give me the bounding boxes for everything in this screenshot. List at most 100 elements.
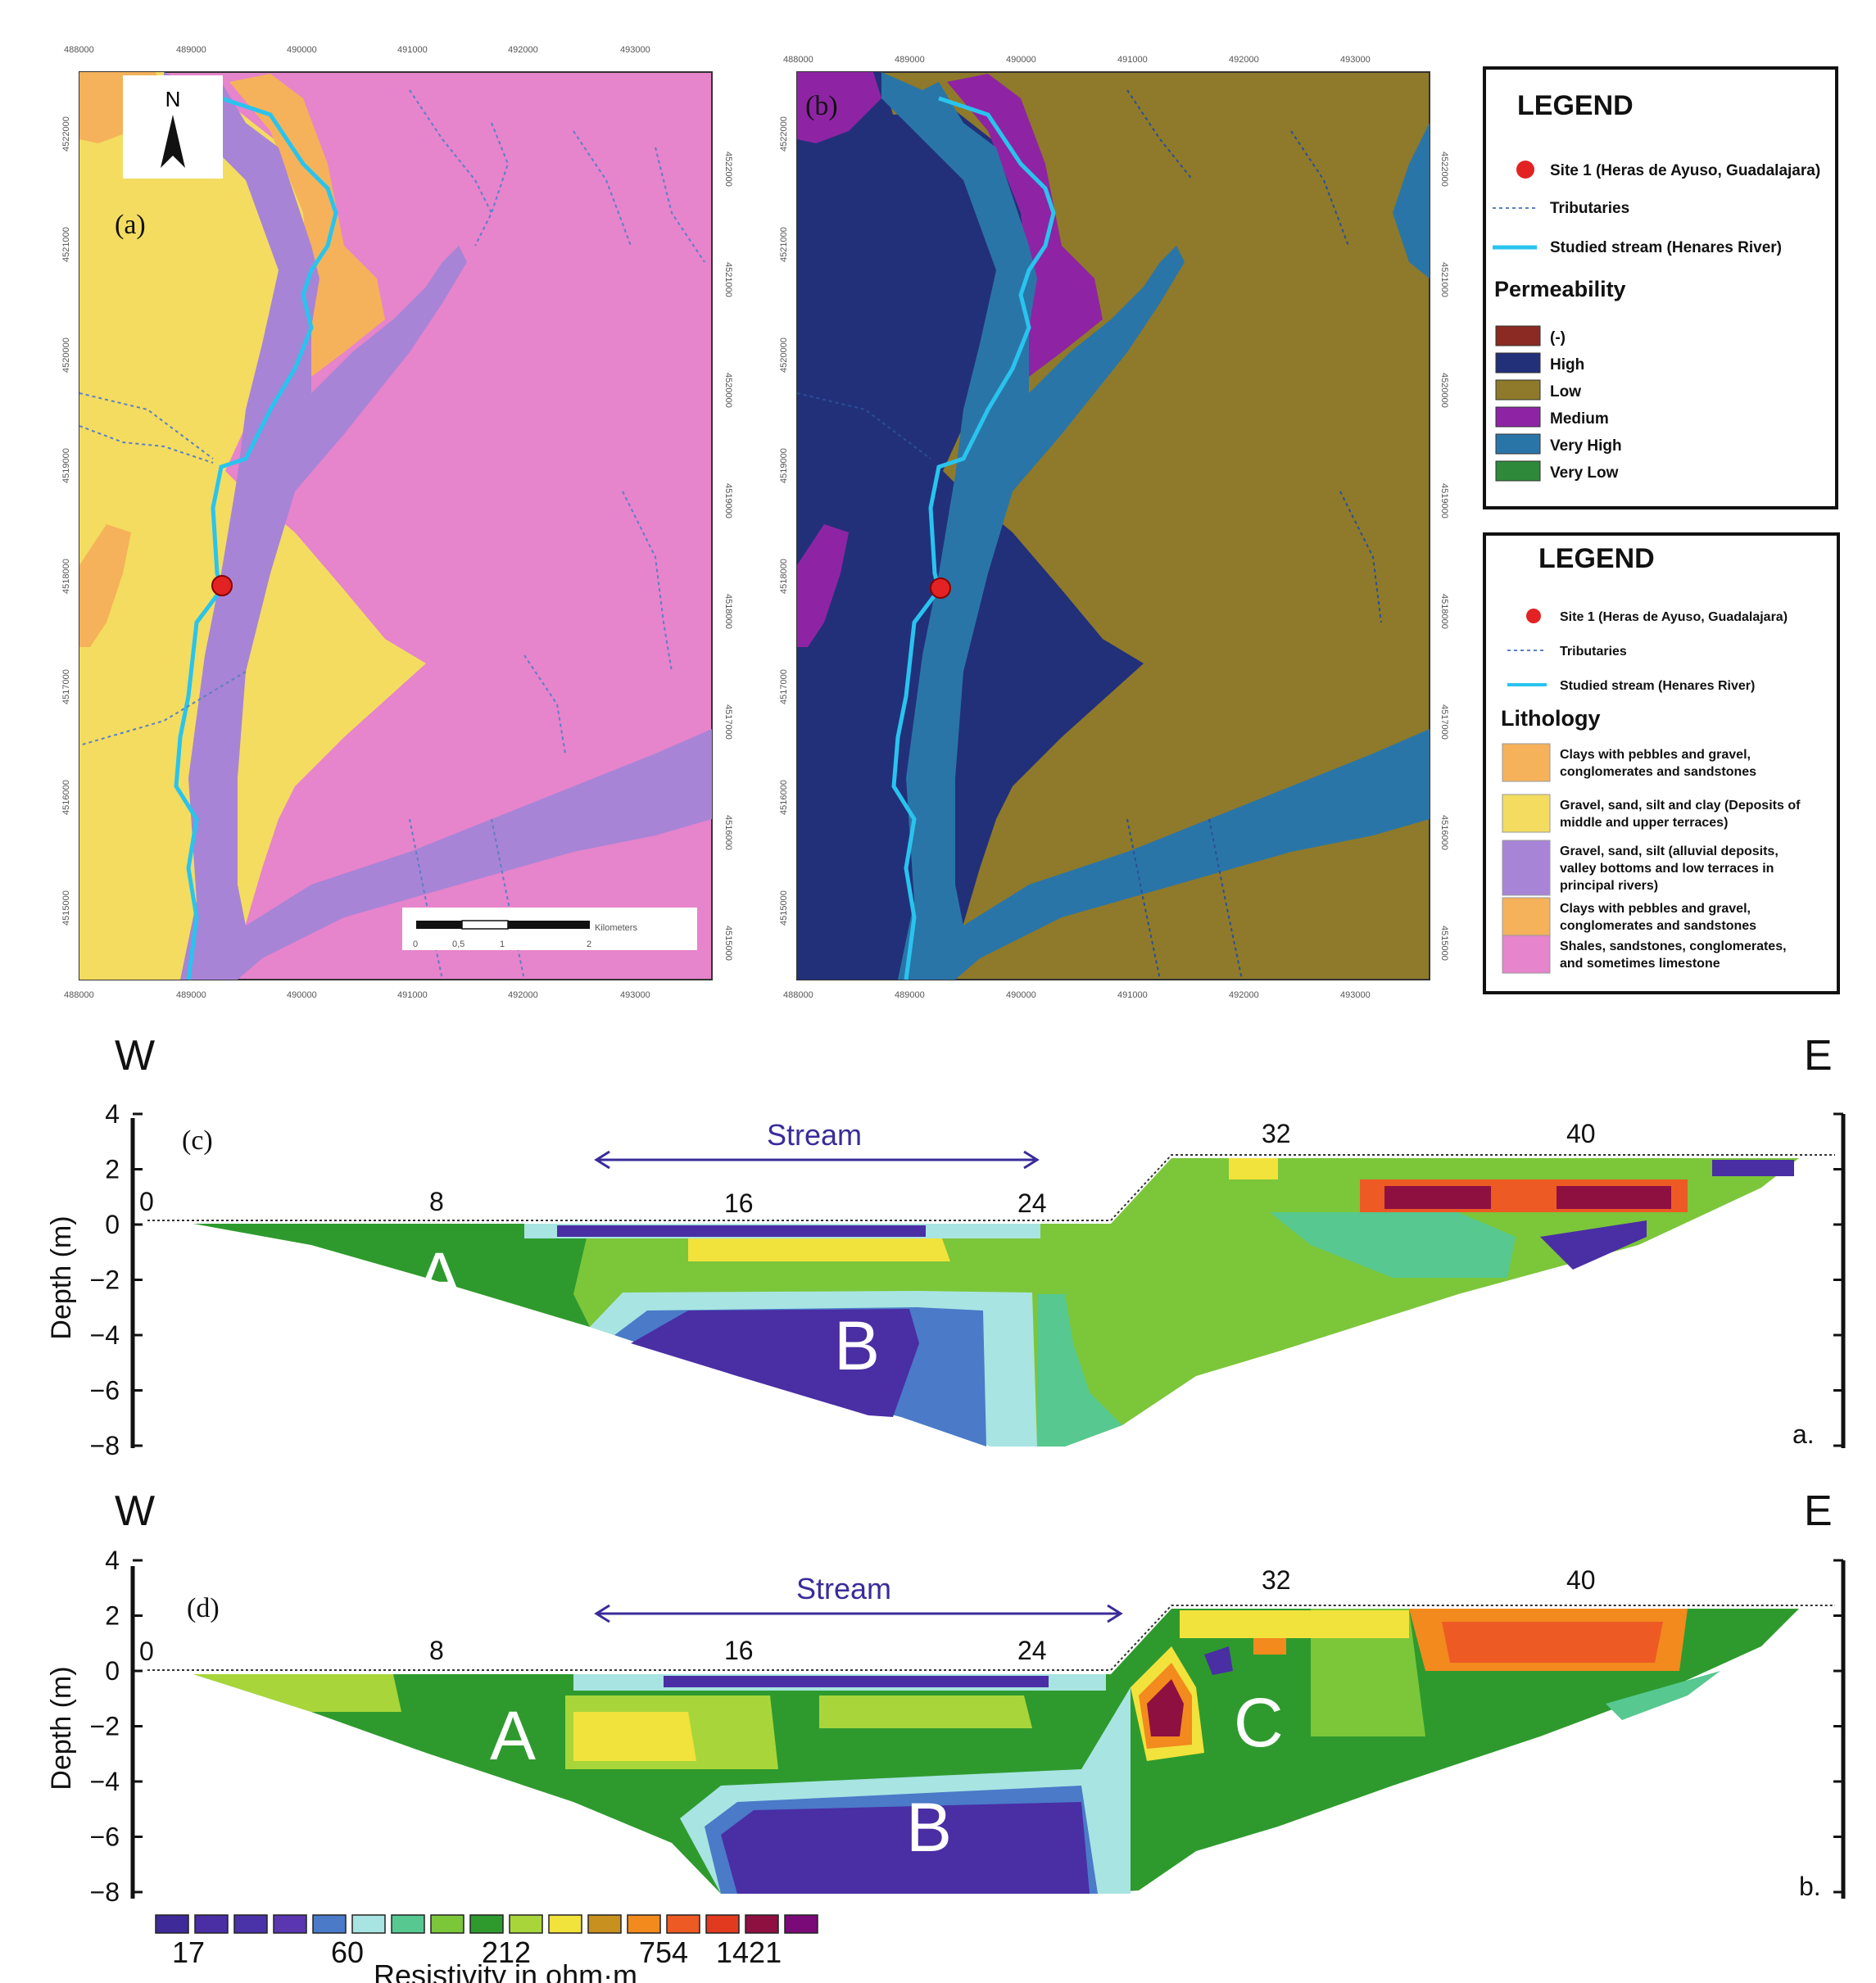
scalebar-tick-2: 1 xyxy=(500,939,505,949)
y-tick-label: −6 xyxy=(90,1822,120,1852)
legend-permeability: LEGEND Site 1 (Heras de Ayuso, Guadalaja… xyxy=(1483,66,1838,509)
profile-c-east-yellow xyxy=(1229,1158,1278,1179)
y-tick-label: 2 xyxy=(105,1601,120,1631)
y-tick-label: 0 xyxy=(105,1656,120,1686)
svg-text:491000: 491000 xyxy=(397,990,428,1000)
scalebar: 0 0,5 1 2 Kilometers xyxy=(402,908,697,950)
profile-c-zone-a-body xyxy=(193,1224,590,1327)
profile-c-zone-b xyxy=(631,1309,919,1417)
map-a-orange-river xyxy=(229,74,385,377)
legend-permeability-section: Permeability xyxy=(1494,277,1626,301)
svg-text:490000: 490000 xyxy=(1006,990,1036,1000)
scale-label-754: 754 xyxy=(639,1935,688,1969)
profile-c-west: W xyxy=(115,1032,155,1080)
legend-lithology-item-line: Clays with pebbles and gravel, xyxy=(1560,902,1751,916)
resistivity-swatch xyxy=(745,1914,779,1934)
profile-d-x0: 0 xyxy=(139,1637,154,1666)
legend-permeability-item-label: Low xyxy=(1550,383,1581,401)
scalebar-tick-1: 0,5 xyxy=(452,939,464,949)
profile-d-yellow-core xyxy=(573,1712,696,1761)
svg-text:4515000: 4515000 xyxy=(723,926,733,961)
map-b-y-ticks-left: 4522000 4521000 4520000 4519000 4518000 … xyxy=(779,116,789,926)
profile-c-x0: 0 xyxy=(139,1187,154,1216)
svg-text:489000: 489000 xyxy=(176,45,206,55)
svg-text:488000: 488000 xyxy=(64,990,94,1000)
svg-text:4519000: 4519000 xyxy=(723,483,733,518)
map-b: (b) 488000 489000 490000 491000 492000 4… xyxy=(779,55,1449,1000)
profile-d-stream-arrow xyxy=(594,1604,1123,1623)
y-tick-label: 0 xyxy=(105,1210,120,1239)
resistivity-scale: 17 60 212 754 1421 Resistivity in ohm·m xyxy=(155,1914,818,1983)
map-b-henares-river xyxy=(891,96,1056,980)
resistivity-swatch xyxy=(587,1914,622,1934)
profile-c-east-purple-top xyxy=(1712,1160,1794,1176)
resistivity-swatch xyxy=(666,1914,700,1934)
resistivity-swatch xyxy=(430,1914,464,1934)
legend-lithology-section: Lithology xyxy=(1501,706,1600,731)
profile-d-zone-c: C xyxy=(1234,1684,1284,1761)
profile-c-y-ticks: 420−2−4−6−8 xyxy=(90,1099,1843,1460)
legend-permeability-item-label: Very Low xyxy=(1550,464,1619,482)
legend-lithology: LEGEND Site 1 (Heras de Ayuso, Guadalaja… xyxy=(1483,532,1840,994)
profile-d-zone-b xyxy=(721,1802,1090,1894)
profile-d-label: (d) xyxy=(187,1593,220,1623)
map-a-label: (a) xyxy=(115,210,146,240)
profile-c-stream-label: Stream xyxy=(767,1118,862,1152)
profile-c-x24: 24 xyxy=(1017,1188,1047,1218)
legend-lithology-swatch xyxy=(1502,935,1551,974)
svg-text:4521000: 4521000 xyxy=(779,227,789,262)
svg-text:492000: 492000 xyxy=(508,45,538,55)
profile-d-top-purple xyxy=(664,1676,1049,1687)
legend-lithology-items: Clays with pebbles and gravel, conglomera… xyxy=(1502,743,1801,974)
legend-lithology-swatch xyxy=(1502,743,1551,782)
svg-text:4515000: 4515000 xyxy=(779,890,789,926)
svg-text:490000: 490000 xyxy=(1006,55,1036,65)
svg-text:4520000: 4520000 xyxy=(61,337,71,373)
svg-text:492000: 492000 xyxy=(1229,55,1259,65)
profile-d-c-small-orange xyxy=(1253,1638,1286,1655)
resistivity-swatch xyxy=(273,1914,307,1934)
svg-text:4521000: 4521000 xyxy=(61,227,71,262)
y-tick-label: 4 xyxy=(105,1099,120,1129)
resistivity-swatch xyxy=(784,1914,818,1934)
legend-lith-stream-label: Studied stream (Henares River) xyxy=(1560,679,1755,693)
scale-label-17: 17 xyxy=(172,1935,205,1969)
svg-text:4520000: 4520000 xyxy=(1439,373,1449,408)
map-a-y-ticks-right: 4522000 4521000 4520000 4519000 4518000 … xyxy=(723,152,733,961)
profile-c-y-label: Depth (m) xyxy=(46,1216,77,1339)
profile-d-west: W xyxy=(115,1487,155,1535)
scale-label-212: 212 xyxy=(482,1935,531,1969)
profile-d-stream-label: Stream xyxy=(796,1572,891,1605)
profile-c-panel-tag: a. xyxy=(1792,1419,1815,1449)
svg-text:4519000: 4519000 xyxy=(61,448,71,483)
y-tick-label: −6 xyxy=(90,1376,120,1406)
map-a-henares-river xyxy=(174,96,338,980)
legend-lithology-item-line: principal rivers) xyxy=(1560,879,1658,893)
y-tick-label: −8 xyxy=(90,1877,120,1907)
legend-lithology-item-line: Clays with pebbles and gravel, xyxy=(1560,748,1751,762)
map-b-medium-north xyxy=(797,72,881,143)
svg-text:4520000: 4520000 xyxy=(723,373,733,408)
site-1-marker-b xyxy=(930,577,951,599)
legend-permeability-item-label: (-) xyxy=(1550,329,1566,346)
legend-stream-label: Studied stream (Henares River) xyxy=(1550,239,1782,256)
svg-text:4516000: 4516000 xyxy=(61,780,71,815)
map-b-y-ticks-right: 4522000 4521000 4520000 4519000 4518000 … xyxy=(1439,152,1449,961)
resistivity-swatches xyxy=(155,1914,818,1934)
profile-d-c-core xyxy=(1147,1679,1184,1736)
legend-site-label: Site 1 (Heras de Ayuso, Guadalajara) xyxy=(1550,162,1820,179)
svg-text:493000: 493000 xyxy=(1340,990,1371,1000)
profile-c-x32: 32 xyxy=(1262,1119,1291,1148)
north-arrow-icon xyxy=(161,115,185,168)
legend-permeability-swatch xyxy=(1495,433,1541,455)
profile-c-topography xyxy=(147,1154,1835,1221)
svg-text:4517000: 4517000 xyxy=(61,669,71,704)
legend-permeability-item-label: Very High xyxy=(1550,437,1622,455)
profile-d-y-label: Depth (m) xyxy=(46,1666,77,1790)
map-b-medium-river xyxy=(947,74,1103,377)
profile-d-y-ticks: 420−2−4−6−8 xyxy=(90,1546,1843,1907)
legend-tributaries-label: Tributaries xyxy=(1550,200,1629,217)
map-b-x-ticks: 488000 489000 490000 491000 492000 49300… xyxy=(783,55,1371,1000)
profile-c-stream-arrow xyxy=(594,1150,1040,1170)
map-b-medium-west xyxy=(797,524,849,647)
